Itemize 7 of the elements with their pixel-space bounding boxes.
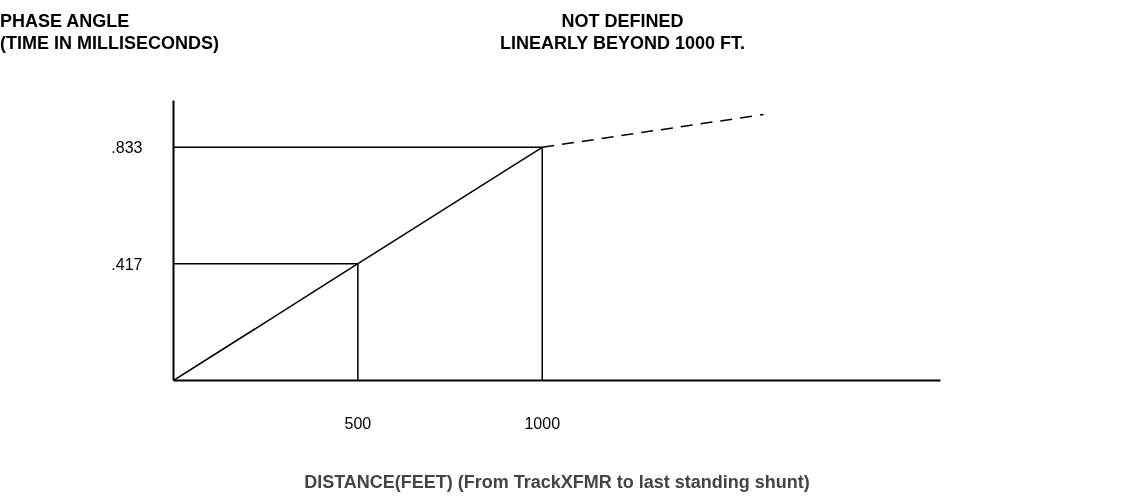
y-tick-label: .417 bbox=[111, 255, 143, 273]
x-tick-label: 500 bbox=[344, 414, 372, 432]
y-tick-label: .833 bbox=[111, 139, 143, 157]
text: NOT DEFINED LINEARLY BEYOND 1000 FT. bbox=[500, 10, 746, 54]
x-axis-title: DISTANCE(FEET) (From TrackXFMR to last standing shunt) bbox=[304, 471, 810, 492]
x-tick-label: 1000 bbox=[524, 414, 561, 432]
y-axis-title: PHASE ANGLE (TIME IN MILLISECONDS) bbox=[0, 10, 219, 54]
